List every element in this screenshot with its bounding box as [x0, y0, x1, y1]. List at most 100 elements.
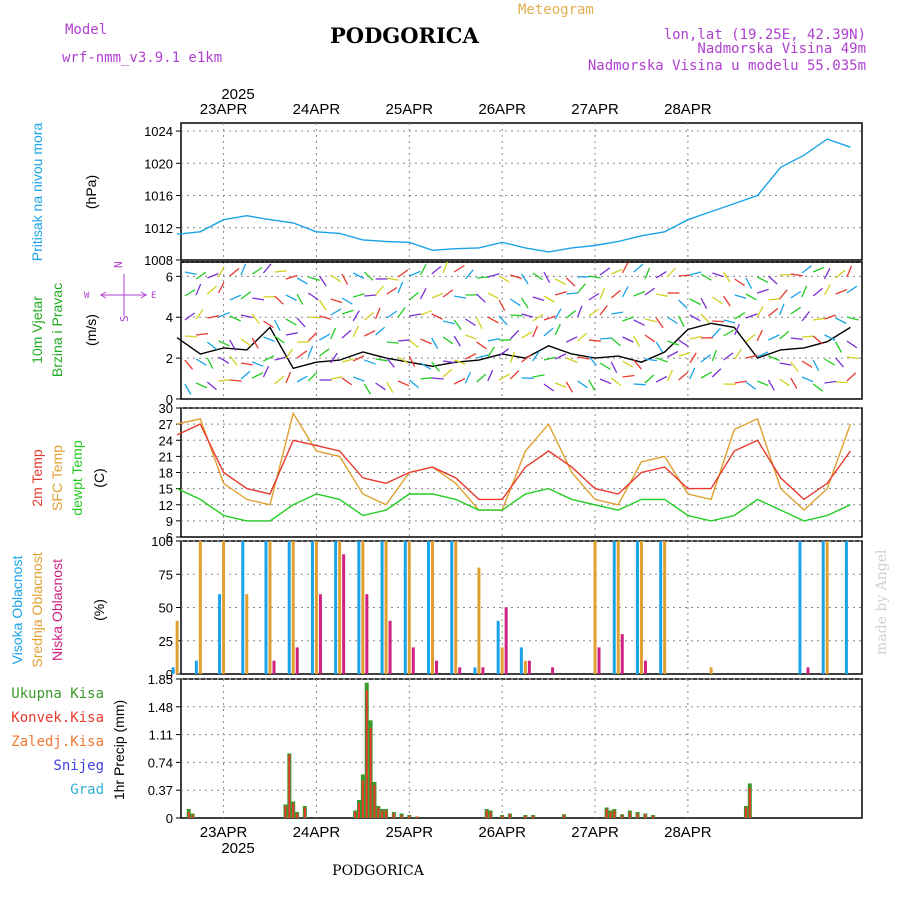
wind-arrow [218, 356, 230, 364]
wind-arrow [622, 374, 635, 378]
wind-arrow [307, 292, 319, 301]
wind-arrow [476, 293, 486, 303]
model-name: wrf-nmm_v3.9.1 e1km [62, 50, 222, 66]
wind-arrow [835, 341, 843, 353]
wind-arrow [464, 269, 474, 280]
wind-arrow [487, 316, 499, 324]
precip-bar [365, 690, 368, 818]
wind-arrow [487, 369, 494, 382]
wind-arrow [532, 272, 544, 281]
wind-arrow [768, 334, 780, 341]
precip-bar [485, 810, 488, 818]
cloud-unit: (%) [91, 599, 107, 621]
cloud-bar [411, 647, 415, 674]
wind-arrow [206, 381, 217, 391]
precip-tick: 1.85 [148, 672, 173, 687]
cloud-bar [314, 541, 318, 674]
temp-tick: 9 [166, 514, 173, 529]
wind-arrow [274, 295, 284, 305]
wind-arrow [285, 348, 294, 360]
wind-arrow [779, 289, 788, 300]
wind-arrow [487, 346, 495, 358]
cloud-bar [361, 541, 365, 674]
wind-arrow [195, 271, 207, 280]
wind-arrow [667, 350, 679, 358]
bottom-year-label: 2025 [221, 840, 254, 857]
wind-arrow [476, 341, 487, 350]
precip-bar [385, 810, 388, 818]
wind-arrow [723, 329, 735, 337]
footer-station: PODGORICA [332, 863, 425, 879]
precip-bar [354, 811, 357, 818]
wind-arrow [633, 263, 644, 273]
wind-arrow [779, 330, 790, 340]
wind-arrow [678, 371, 689, 381]
wind-arrow [756, 380, 769, 387]
precip-bar [369, 727, 372, 818]
cloud-bar [635, 541, 639, 674]
wind-arrow [565, 309, 577, 319]
wind-arrow [341, 273, 349, 285]
precip-bar [489, 811, 492, 818]
cloud-bar [825, 541, 829, 674]
wind-arrow [835, 269, 846, 279]
cloud-bar [477, 567, 481, 674]
wind-arrow [184, 383, 192, 395]
wind-arrow [240, 370, 251, 380]
cloud-bar [403, 541, 407, 674]
wind-arrow [812, 335, 823, 345]
precip-bar [652, 815, 655, 818]
temp-tick: 12 [159, 498, 173, 513]
wind-arrow [274, 356, 287, 361]
pressure-tick: 1016 [144, 189, 173, 204]
wind-arrow [700, 273, 712, 281]
precip-bar [392, 813, 395, 818]
wind-arrow [420, 310, 432, 316]
wind-arrow [801, 285, 808, 298]
wind-arrow [510, 274, 522, 280]
wind-arrow [509, 370, 520, 380]
wind-arrow [801, 265, 812, 274]
wind-arrow [464, 371, 472, 384]
wind-arrow [655, 341, 663, 353]
precip-bar [400, 814, 403, 818]
wind-arrow [465, 334, 477, 340]
wind-arrow [610, 377, 622, 387]
wind-arrow [442, 289, 454, 298]
cloud-bar [380, 541, 384, 674]
wind-arrow [509, 329, 520, 340]
wind-arrow [442, 368, 453, 378]
cloud-bar [198, 541, 202, 674]
wind-tick: 2 [166, 351, 173, 366]
wind-arrow [801, 311, 810, 322]
wind-unit: (m/s) [83, 314, 99, 346]
wind-arrow [307, 332, 318, 342]
wind-arrow [554, 278, 567, 285]
wind-arrow [487, 292, 499, 299]
bottom-date-label: 27APR [571, 824, 619, 841]
panel-frame [180, 122, 863, 261]
watermark: made by Angel [874, 549, 890, 655]
wind-arrow [611, 268, 623, 275]
wind-arrow [599, 378, 612, 385]
cloud-bar [264, 541, 268, 674]
wind-arrow [330, 274, 342, 283]
wind-arrow [745, 277, 753, 289]
wind-arrow [622, 316, 635, 322]
wind-arrow [656, 293, 669, 297]
wind-arrow [318, 275, 327, 287]
wind-arrow [319, 333, 331, 341]
cloud-bar [450, 541, 454, 674]
wind-arrow [566, 336, 578, 343]
wind-arrow [532, 325, 539, 338]
wind-arrow [206, 341, 218, 351]
wind-arrow [532, 296, 545, 302]
wind-arrow [296, 350, 308, 359]
wind-arrow [364, 359, 376, 365]
wind-arrow [476, 373, 487, 383]
cloud-bar [659, 541, 663, 674]
wind-arrow [610, 289, 621, 299]
temp-tick: 21 [159, 449, 173, 464]
precip-bar [628, 811, 631, 818]
wind-arrow [711, 368, 722, 378]
